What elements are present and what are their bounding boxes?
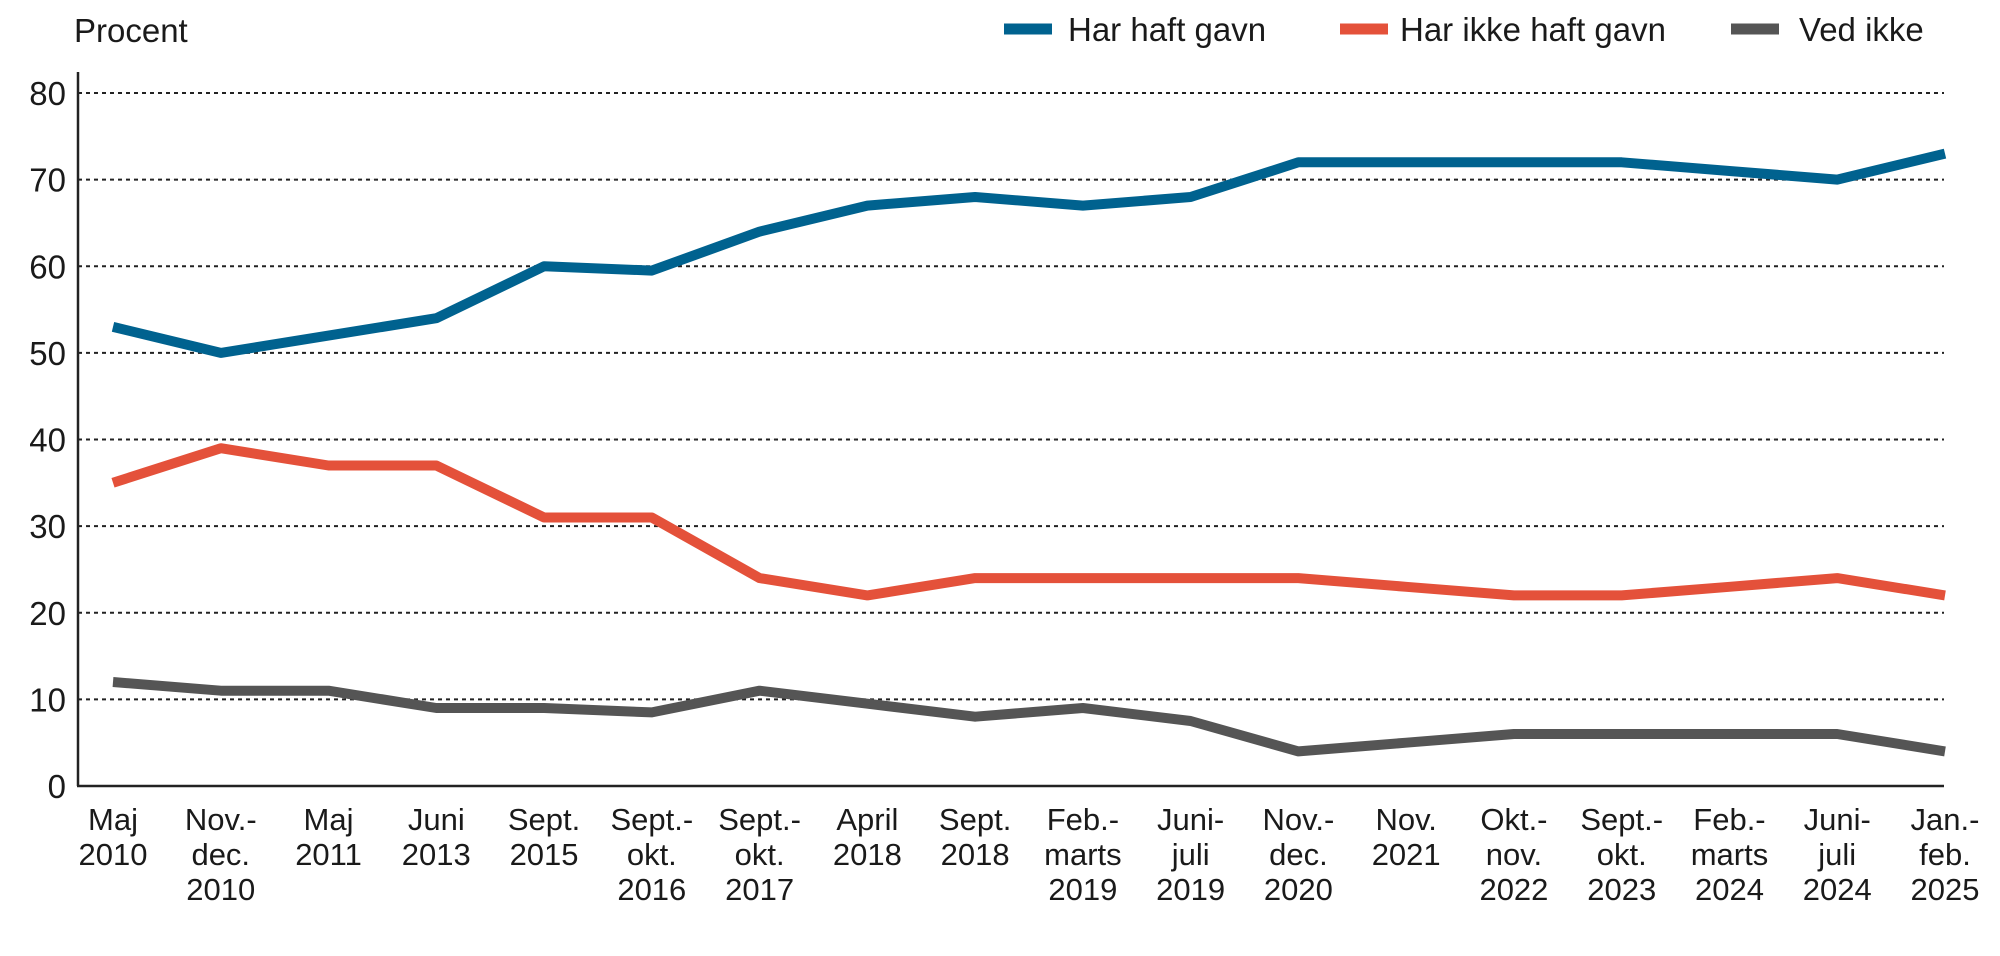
x-tick-label-line: 2025 (1911, 872, 1980, 907)
x-tick-label-line: juli (1171, 837, 1210, 872)
legend: Har haft gavn Har ikke haft gavn Ved ikke (1004, 11, 1924, 48)
x-tick-label-line: April (836, 802, 898, 837)
x-tick-label-line: nov. (1486, 837, 1542, 872)
x-tick-label: Juni-juli 2024 (1803, 802, 1872, 907)
x-tick-label-line: Sept. (508, 802, 580, 837)
x-tick-label-line: 2023 (1587, 872, 1656, 907)
y-tick-label: 40 (29, 422, 66, 459)
x-tick-label-line: Maj (88, 802, 138, 837)
x-tick-label-line: 2016 (617, 872, 686, 907)
x-tick-label: April 2018 (833, 802, 902, 872)
x-tick-label-line: 2020 (1264, 872, 1333, 907)
x-tick-label-line: 2018 (833, 837, 902, 872)
x-tick-label-line: okt. (735, 837, 785, 872)
series-line-1 (111, 443, 1946, 601)
gridlines (78, 92, 1944, 701)
x-tick-label-line: 2022 (1479, 872, 1548, 907)
x-tick-label-line: marts (1044, 837, 1122, 872)
x-tick-label-line: 2013 (402, 837, 471, 872)
x-tick-label-line: Sept.- (1580, 802, 1663, 837)
legend-label: Har haft gavn (1068, 11, 1266, 48)
x-tick-label-line: 2010 (186, 872, 255, 907)
x-tick-label-line: Feb.- (1047, 802, 1119, 837)
x-tick-label: Sept. 2018 (939, 802, 1011, 872)
x-tick-label: Sept. 2015 (508, 802, 580, 872)
x-tick-label-line: Nov.- (185, 802, 257, 837)
legend-label: Har ikke haft gavn (1400, 11, 1666, 48)
x-tick-label-line: Juni- (1157, 802, 1224, 837)
x-tick-label: Jan.-feb. 2025 (1911, 802, 1980, 907)
y-tick-label: 20 (29, 595, 66, 632)
y-tick-label: 60 (29, 248, 66, 285)
x-tick-label-line: Sept.- (718, 802, 801, 837)
y-tick-label: 10 (29, 681, 66, 718)
x-tick-label-line: Nov. (1375, 802, 1436, 837)
x-tick-label: Sept.-okt. 2017 (718, 802, 801, 907)
series-line-2 (112, 677, 1946, 757)
x-tick-label: Nov. 2021 (1372, 802, 1441, 872)
series-line-0 (111, 148, 1947, 358)
x-tick-label-line: 2015 (510, 837, 579, 872)
x-tick-label: Sept.-okt. 2016 (610, 802, 693, 907)
y-tick-label: 80 (29, 75, 66, 112)
x-tick-label: Maj 2010 (79, 802, 148, 872)
y-tick-label: 70 (29, 162, 66, 199)
x-tick-label-line: juli (1817, 837, 1856, 872)
x-tick-label: Okt.-nov. 2022 (1479, 802, 1548, 907)
x-tick-label-line: okt. (627, 837, 677, 872)
x-tick-label-line: Nov.- (1263, 802, 1335, 837)
x-tick-label-line: Okt.- (1480, 802, 1547, 837)
x-tick-label-line: 2018 (941, 837, 1010, 872)
series-lines (111, 148, 1947, 757)
y-tick-label: 50 (29, 335, 66, 372)
x-tick-label: Juni 2013 (402, 802, 471, 872)
x-tick-label: Sept.-okt. 2023 (1580, 802, 1663, 907)
x-tick-label: Juni-juli 2019 (1156, 802, 1225, 907)
x-tick-label: Maj 2011 (295, 802, 362, 872)
x-tick-label-line: 2019 (1156, 872, 1225, 907)
x-tick-label-line: Maj (304, 802, 354, 837)
x-tick-label-line: 2019 (1048, 872, 1117, 907)
x-tick-label-line: Sept.- (610, 802, 693, 837)
x-tick-label: Nov.-dec. 2010 (185, 802, 257, 907)
y-axis-ticks: 0 10 20 30 40 50 60 70 80 (29, 75, 66, 805)
x-tick-label-line: Jan.- (1911, 802, 1980, 837)
y-axis-label: Procent (74, 12, 188, 49)
x-tick-label-line: dec. (1269, 837, 1328, 872)
x-tick-label-line: Juni (408, 802, 465, 837)
x-tick-label-line: marts (1691, 837, 1769, 872)
y-tick-label: 0 (48, 768, 66, 805)
x-tick-label: Feb.-marts 2019 (1044, 802, 1122, 907)
x-tick-label-line: Feb.- (1693, 802, 1765, 837)
x-tick-label: Nov.-dec. 2020 (1263, 802, 1335, 907)
x-tick-label-line: 2011 (295, 837, 362, 872)
x-tick-label-line: 2024 (1695, 872, 1764, 907)
x-tick-label-line: 2021 (1372, 837, 1441, 872)
x-tick-label-line: 2017 (725, 872, 794, 907)
x-tick-label: Feb.-marts 2024 (1691, 802, 1769, 907)
x-tick-label-line: 2024 (1803, 872, 1872, 907)
legend-label: Ved ikke (1799, 11, 1924, 48)
x-tick-label-line: 2010 (79, 837, 148, 872)
x-tick-label-line: feb. (1919, 837, 1971, 872)
x-tick-label-line: dec. (191, 837, 250, 872)
x-tick-label-line: Juni- (1804, 802, 1871, 837)
y-tick-label: 30 (29, 508, 66, 545)
x-tick-label-line: Sept. (939, 802, 1011, 837)
x-tick-label-line: okt. (1597, 837, 1647, 872)
